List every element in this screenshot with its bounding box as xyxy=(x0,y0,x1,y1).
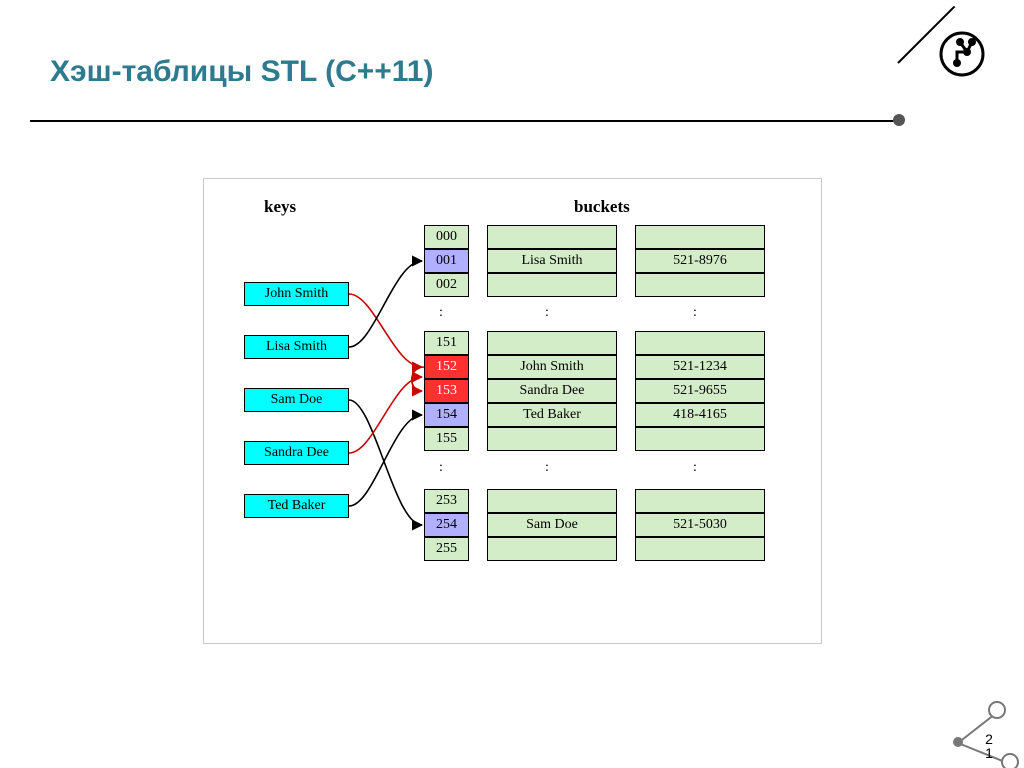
index-cell-002: 002 xyxy=(424,273,469,297)
page-title: Хэш-таблицы STL (C++11) xyxy=(50,55,433,89)
bucket-name-151 xyxy=(487,331,617,355)
bucket-phone-002 xyxy=(635,273,765,297)
rule-dot xyxy=(893,114,905,126)
ellipsis-1-2: : xyxy=(693,460,697,476)
hash-table-diagram: keys buckets John Smith Lisa Smith Sam Doe Sa… xyxy=(203,178,822,644)
bucket-phone-152: 521-1234 xyxy=(635,355,765,379)
arrow-4 xyxy=(349,415,422,506)
arrow-3 xyxy=(349,377,422,453)
bucket-phone-151 xyxy=(635,331,765,355)
page-number: 2 1 xyxy=(982,732,996,760)
corner-root-dot xyxy=(953,737,963,747)
arrow-0 xyxy=(349,294,422,367)
bucket-phone-253 xyxy=(635,489,765,513)
arrow-2 xyxy=(349,400,422,525)
corner-node-1 xyxy=(988,701,1006,719)
ellipsis-1-1: : xyxy=(545,460,549,476)
keys-header: keys xyxy=(264,197,296,217)
ellipsis-1-0: : xyxy=(439,460,443,476)
bucket-name-152: John Smith xyxy=(487,355,617,379)
bucket-phone-154: 418-4165 xyxy=(635,403,765,427)
page-number-bottom: 1 xyxy=(985,745,993,761)
key-cell-2: Sam Doe xyxy=(244,388,349,412)
bucket-name-153: Sandra Dee xyxy=(487,379,617,403)
index-cell-154: 154 xyxy=(424,403,469,427)
bucket-name-255 xyxy=(487,537,617,561)
corner-node-2 xyxy=(1001,753,1019,768)
index-cell-254: 254 xyxy=(424,513,469,537)
key-cell-0: John Smith xyxy=(244,282,349,306)
bucket-name-154: Ted Baker xyxy=(487,403,617,427)
key-cell-4: Ted Baker xyxy=(244,494,349,518)
bucket-name-155 xyxy=(487,427,617,451)
arrow-1 xyxy=(349,261,422,347)
bucket-phone-155 xyxy=(635,427,765,451)
slide: Хэш-таблицы STL (C++11) keysbucketsJo xyxy=(0,0,1024,768)
bucket-phone-254: 521-5030 xyxy=(635,513,765,537)
bucket-name-254: Sam Doe xyxy=(487,513,617,537)
bucket-name-002 xyxy=(487,273,617,297)
bucket-phone-001: 521-8976 xyxy=(635,249,765,273)
bucket-phone-000 xyxy=(635,225,765,249)
ellipsis-0-1: : xyxy=(545,305,549,321)
bucket-phone-255 xyxy=(635,537,765,561)
index-cell-155: 155 xyxy=(424,427,469,451)
index-cell-153: 153 xyxy=(424,379,469,403)
index-cell-001: 001 xyxy=(424,249,469,273)
index-cell-253: 253 xyxy=(424,489,469,513)
index-cell-255: 255 xyxy=(424,537,469,561)
index-cell-152: 152 xyxy=(424,355,469,379)
ellipsis-0-0: : xyxy=(439,305,443,321)
source-tree-icon xyxy=(938,30,986,83)
collision-bump-arrow xyxy=(412,367,424,391)
bucket-phone-153: 521-9655 xyxy=(635,379,765,403)
key-cell-3: Sandra Dee xyxy=(244,441,349,465)
bucket-name-000 xyxy=(487,225,617,249)
index-cell-151: 151 xyxy=(424,331,469,355)
ellipsis-0-2: : xyxy=(693,305,697,321)
bucket-name-001: Lisa Smith xyxy=(487,249,617,273)
bucket-name-253 xyxy=(487,489,617,513)
title-rule xyxy=(30,120,900,122)
key-cell-1: Lisa Smith xyxy=(244,335,349,359)
buckets-header: buckets xyxy=(574,197,630,217)
index-cell-000: 000 xyxy=(424,225,469,249)
